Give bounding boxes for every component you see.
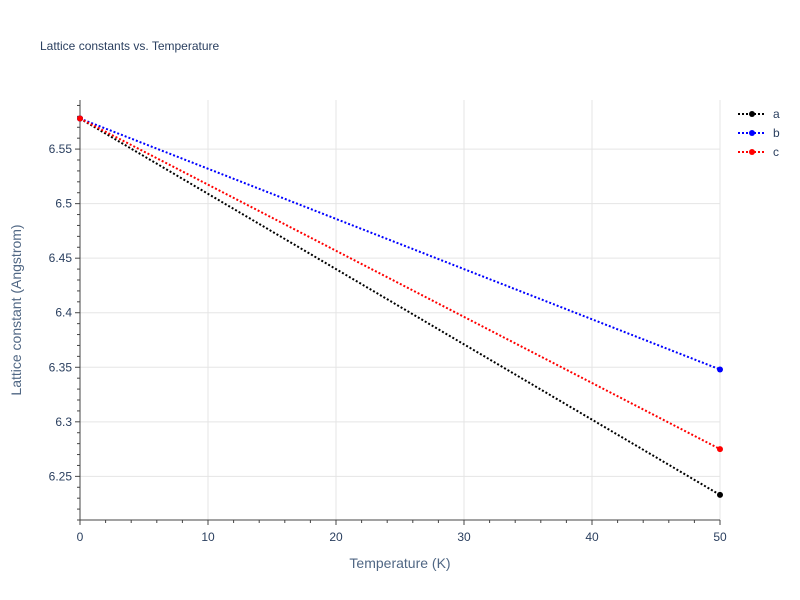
series-line-a (79, 117, 721, 496)
x-tick-label: 20 (329, 530, 343, 544)
x-tick-label: 50 (713, 530, 727, 544)
series-layer (77, 115, 723, 498)
y-tick-label: 6.45 (49, 251, 73, 265)
legend: abc (738, 107, 780, 159)
axes: 0 10 20 30 40 50 6.25 6.3 6.35 6.4 6.45 6.5 6.55 (49, 100, 727, 544)
legend-marker-b (749, 130, 755, 136)
legend-label-a: a (773, 107, 780, 121)
y-tick-label: 6.4 (55, 306, 72, 320)
legend-label-c: c (773, 145, 779, 159)
x-tick-label: 0 (77, 530, 84, 544)
data-point-c (77, 115, 83, 122)
y-tick-label: 6.3 (55, 415, 72, 429)
series-line-c (79, 117, 721, 450)
y-tick-label: 6.35 (49, 360, 73, 374)
data-point-a (717, 491, 723, 498)
x-axis-title: Temperature (K) (349, 555, 450, 571)
legend-label-b: b (773, 126, 780, 140)
y-tick-label: 6.25 (49, 469, 73, 483)
grid (80, 100, 721, 520)
y-tick-label: 6.5 (55, 197, 72, 211)
data-point-b (717, 366, 723, 373)
legend-marker-c (749, 149, 755, 155)
x-tick-label: 30 (457, 530, 471, 544)
chart-title: Lattice constants vs. Temperature (40, 39, 220, 53)
y-tick-label: 6.55 (49, 142, 73, 156)
x-tick-label: 40 (585, 530, 599, 544)
y-axis-title: Lattice constant (Angstrom) (8, 224, 24, 395)
series-line-b (79, 117, 721, 371)
data-point-c (717, 446, 723, 453)
x-tick-label: 10 (201, 530, 215, 544)
legend-marker-a (749, 111, 755, 117)
